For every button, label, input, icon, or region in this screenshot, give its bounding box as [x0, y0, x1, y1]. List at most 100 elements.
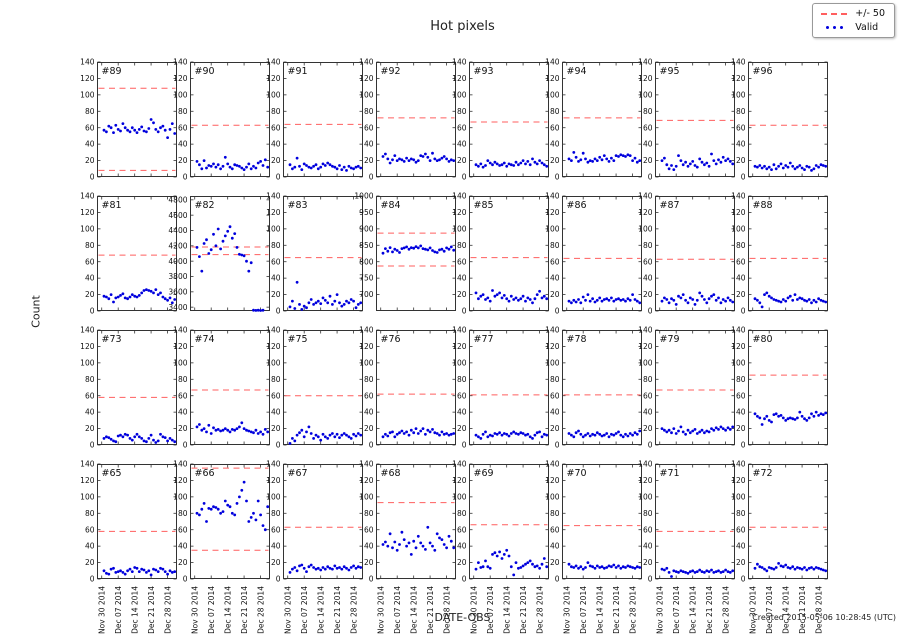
- legend-item-ref: +/- 50: [820, 8, 885, 19]
- data-points: [474, 430, 549, 440]
- panel-id-label: #91: [288, 66, 308, 77]
- y-tick-label: 4200: [168, 241, 187, 250]
- y-tick-label: 20: [550, 558, 560, 567]
- y-tick-label: 40: [85, 542, 95, 551]
- y-tick-label: 40: [178, 542, 188, 551]
- panel-frame: [748, 330, 828, 445]
- y-tick-label: 140: [545, 58, 560, 67]
- y-tick-label: 80: [736, 509, 746, 518]
- y-tick-label: 120: [545, 74, 560, 83]
- y-tick-label: 0: [555, 307, 560, 316]
- created-timestamp: Created 2015-05-06 10:28:45 (UTC): [752, 613, 896, 622]
- x-ticks: [566, 330, 633, 445]
- y-tick-label: 60: [178, 123, 188, 132]
- panel-id-label: #71: [660, 468, 680, 479]
- y-ticks: 0 20 40 60 80 100 120 140: [80, 460, 177, 584]
- y-tick-label: 40: [85, 140, 95, 149]
- y-tick-label: 140: [359, 326, 374, 335]
- data-points: [195, 225, 265, 312]
- plot-area-90: 0 20 40 60 80 100 120 140 #90: [173, 58, 270, 182]
- x-ticks: [194, 330, 261, 445]
- data-points: [102, 288, 177, 305]
- y-ticks: 0 20 40 60 80 100 120 140: [545, 460, 642, 584]
- y-tick-label: 140: [80, 326, 95, 335]
- plot-area-94: 0 20 40 60 80 100 120 140 #94: [545, 58, 642, 182]
- subplot-93: 0 20 40 60 80 100 120 140 #93: [452, 58, 549, 182]
- y-tick-label: 60: [550, 257, 560, 266]
- panel-frame: [283, 196, 363, 311]
- ref-lines: [191, 467, 269, 551]
- y-tick-label: 60: [178, 391, 188, 400]
- y-tick-label: 80: [643, 241, 653, 250]
- panel-frame: [562, 62, 642, 177]
- y-tick-label: 0: [276, 575, 281, 584]
- y-tick-label: 100: [266, 358, 281, 367]
- y-tick-label: 100: [545, 358, 560, 367]
- y-tick-label: 20: [643, 156, 653, 165]
- y-ticks: 0 20 40 60 80 100 120 140: [452, 58, 549, 182]
- y-tick-label: 0: [90, 173, 95, 182]
- figure-title: Hot pixels: [430, 19, 495, 34]
- y-tick-label: 100: [452, 224, 467, 233]
- plot-area-72: 0 20 40 60 80 100 120 140 Nov 30 2014 Dec 07 2014…: [731, 460, 828, 634]
- data-points: [195, 155, 270, 171]
- y-tick-label: 20: [457, 424, 467, 433]
- y-tick-label: 120: [359, 342, 374, 351]
- y-tick-label: 60: [85, 525, 95, 534]
- y-tick-label: 20: [550, 424, 560, 433]
- panel-id-label: #68: [381, 468, 401, 479]
- y-tick-label: 140: [545, 460, 560, 469]
- y-tick-label: 0: [369, 441, 374, 450]
- plot-area-85: 0 20 40 60 80 100 120 140 #85: [452, 192, 549, 316]
- plot-area-92: 0 20 40 60 80 100 120 140 #92: [359, 58, 456, 182]
- x-ticks: Nov 30 2014 Dec 07 2014 Dec 14 2014 Dec 21 …: [191, 464, 266, 634]
- subplot-96: 0 20 40 60 80 100 120 140 #96: [731, 58, 828, 182]
- y-tick-label: 140: [359, 460, 374, 469]
- data-points: [474, 157, 549, 169]
- plot-area-93: 0 20 40 60 80 100 120 140 #93: [452, 58, 549, 182]
- y-tick-label: 60: [457, 257, 467, 266]
- plot-area-74: 0 20 40 60 80 100 120 140 #74: [173, 326, 270, 450]
- y-tick-label: 0: [462, 441, 467, 450]
- panel-frame: [97, 330, 177, 445]
- x-ticks: [659, 330, 726, 445]
- y-tick-label: 80: [643, 509, 653, 518]
- y-tick-label: 0: [183, 575, 188, 584]
- y-tick-label: 60: [85, 123, 95, 132]
- legend-label-valid: Valid: [855, 22, 879, 33]
- y-tick-label: 120: [452, 342, 467, 351]
- panel-frame: [655, 330, 735, 445]
- y-tick-label: 60: [643, 391, 653, 400]
- panel-id-label: #86: [567, 200, 587, 211]
- x-tick-label: Nov 30 2014: [749, 586, 758, 634]
- y-tick-label: 20: [736, 558, 746, 567]
- y-tick-label: 140: [80, 460, 95, 469]
- y-ticks: 0 20 40 60 80 100 120 140: [731, 460, 828, 584]
- y-tick-label: 140: [80, 192, 95, 201]
- y-tick-label: 750: [359, 274, 374, 283]
- x-tick-label: Nov 30 2014: [563, 586, 572, 634]
- data-points: [195, 480, 270, 532]
- y-tick-label: 140: [266, 58, 281, 67]
- y-tick-label: 120: [80, 74, 95, 83]
- y-tick-label: 120: [173, 74, 188, 83]
- x-tick-label: Dec 21 2014: [240, 586, 249, 634]
- panel-frame: [190, 330, 270, 445]
- y-tick-label: 80: [457, 241, 467, 250]
- y-tick-label: 60: [550, 525, 560, 534]
- y-tick-label: 0: [648, 441, 653, 450]
- y-tick-label: 140: [638, 58, 653, 67]
- y-tick-label: 700: [359, 290, 374, 299]
- y-tick-label: 100: [80, 224, 95, 233]
- x-tick-label: Dec 28 2014: [536, 586, 545, 634]
- y-tick-label: 80: [550, 241, 560, 250]
- y-tick-label: 40: [457, 542, 467, 551]
- y-ticks: 0 20 40 60 80 100 120 140: [266, 192, 363, 316]
- y-tick-label: 60: [736, 123, 746, 132]
- x-ticks: [659, 62, 726, 177]
- y-tick-label: 60: [457, 123, 467, 132]
- y-tick-label: 80: [271, 375, 281, 384]
- y-tick-label: 140: [638, 192, 653, 201]
- plot-area-69: 0 20 40 60 80 100 120 140 Nov 30 2014 Dec 07 2014…: [452, 460, 549, 634]
- y-tick-label: 60: [736, 391, 746, 400]
